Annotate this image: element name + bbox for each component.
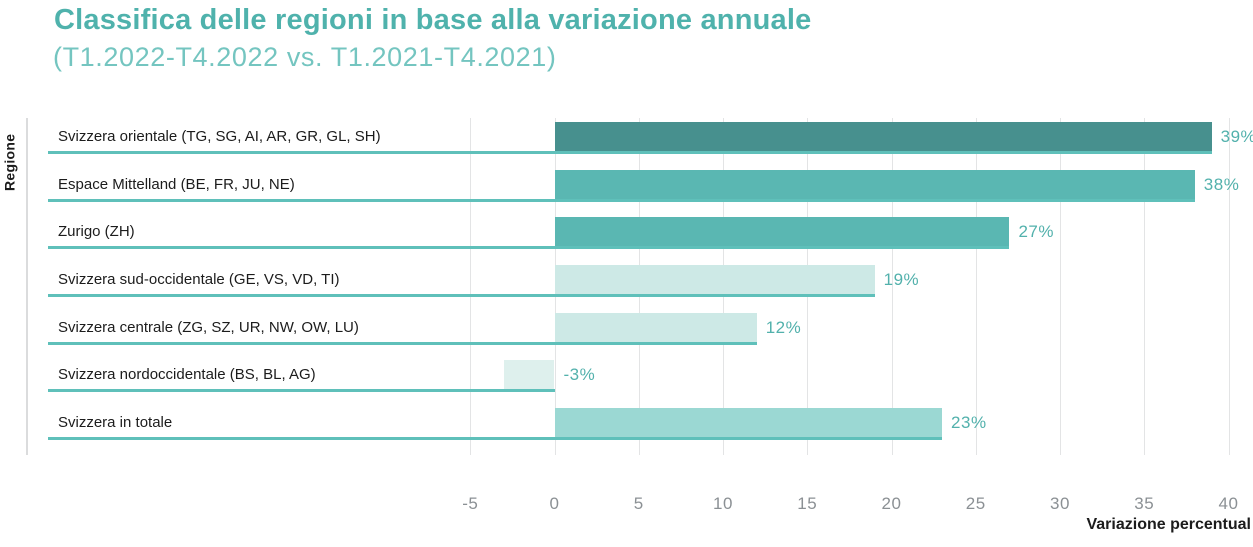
value-label: 27% [1018,222,1054,241]
bar [554,265,875,294]
chart-subtitle: (T1.2022-T4.2022 vs. T1.2021-T4.2021) [53,42,557,72]
x-axis-label: Variazione percentual [1086,516,1251,533]
grid-line [470,118,472,455]
value-label: 19% [883,270,920,289]
bar [554,122,1212,151]
bar [503,360,555,389]
grid-line [975,118,977,455]
bar-rule [48,294,875,297]
category-label: Zurigo (ZH) [58,223,135,240]
x-tick-label: 40 [1218,494,1239,513]
bar [554,313,757,342]
category-label: Svizzera sud-occidentale (GE, VS, VD, TI… [58,271,340,288]
y-axis-line [26,118,28,455]
bar [554,170,1195,199]
category-label: Espace Mittelland (BE, FR, JU, NE) [58,176,295,193]
value-label: -3% [563,365,596,384]
grid-line [1060,118,1061,455]
x-tick-label: 15 [797,494,818,513]
x-tick-label: 25 [965,494,986,513]
x-tick-label: 20 [881,494,902,513]
grid-line [1228,118,1230,455]
bar-rule [48,199,1195,202]
grid-line [1144,118,1146,455]
bar-rule [48,389,555,392]
x-tick-label: 30 [1050,494,1070,513]
bar [554,217,1010,246]
value-label: 39% [1220,127,1253,146]
category-label: Svizzera nordoccidentale (BS, BL, AG) [58,366,316,383]
value-label: 23% [951,413,987,432]
value-label: 38% [1203,175,1240,194]
bar-rule [48,151,1212,154]
x-tick-label: 35 [1134,494,1155,513]
x-tick-label: -5 [462,494,479,513]
chart-title: Classifica delle regioni in base alla va… [54,4,812,36]
x-tick-label: 5 [633,494,644,513]
plot-area: Svizzera orientale (TG, SG, AI, AR, GR, … [0,118,1253,455]
value-label: 12% [765,318,802,337]
category-label: Svizzera in totale [58,414,173,431]
grid-line [891,118,893,455]
bar-rule [48,342,757,345]
bar-rule [48,437,943,440]
category-label: Svizzera centrale (ZG, SZ, UR, NW, OW, L… [58,319,359,336]
x-tick-label: 0 [549,494,560,513]
bar-rule [48,246,1010,249]
category-label: Svizzera orientale (TG, SG, AI, AR, GR, … [58,128,381,145]
bar [554,408,943,437]
x-tick-label: 10 [713,494,733,513]
